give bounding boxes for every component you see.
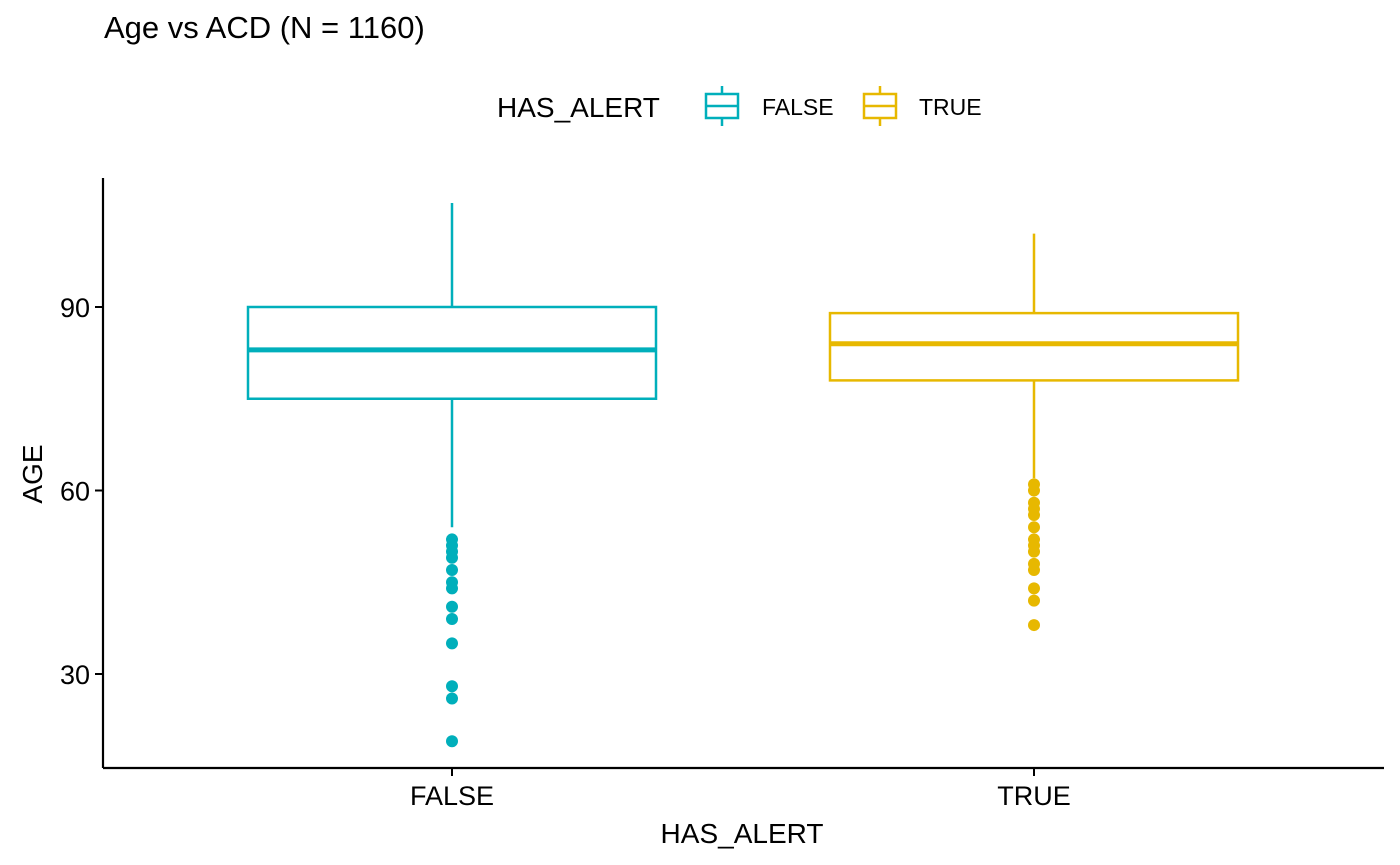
y-tick-label: 90 — [60, 293, 90, 323]
legend-key-false — [704, 86, 740, 126]
legend: HAS_ALERT FALSE TRUE — [497, 86, 982, 126]
outlier-point — [446, 692, 458, 705]
outlier-point — [446, 564, 458, 577]
iqr-box — [246, 305, 658, 400]
outlier-point — [1028, 619, 1040, 632]
axes: 30 60 90 FALSE TRUE — [60, 178, 1384, 811]
y-tick-label: 30 — [60, 660, 90, 690]
outlier-point — [1028, 521, 1040, 534]
outlier-point — [1028, 545, 1040, 558]
plot-area — [246, 203, 1240, 748]
box-true — [828, 233, 1240, 632]
iqr-box — [828, 311, 1240, 382]
x-tick-label: TRUE — [997, 781, 1071, 811]
outlier-point — [1028, 564, 1040, 577]
chart-title: Age vs ACD (N = 1160) — [104, 10, 425, 45]
outlier-point — [446, 735, 458, 748]
outlier-point — [1028, 484, 1040, 497]
outlier-point — [446, 600, 458, 613]
y-axis-label: AGE — [17, 444, 48, 503]
legend-title: HAS_ALERT — [497, 92, 660, 123]
outlier-point — [446, 680, 458, 693]
box-false — [246, 203, 658, 748]
y-tick-label: 60 — [60, 477, 90, 507]
legend-label: TRUE — [919, 94, 982, 120]
outlier-point — [446, 612, 458, 625]
outlier-point — [446, 637, 458, 650]
legend-key-true — [862, 86, 898, 126]
outlier-point — [1028, 594, 1040, 607]
x-tick-label: FALSE — [410, 781, 494, 811]
legend-label: FALSE — [762, 94, 834, 120]
outlier-point — [1028, 508, 1040, 521]
x-axis-label: HAS_ALERT — [661, 818, 824, 849]
outlier-point — [1028, 582, 1040, 595]
outlier-point — [446, 582, 458, 595]
outlier-point — [446, 551, 458, 564]
